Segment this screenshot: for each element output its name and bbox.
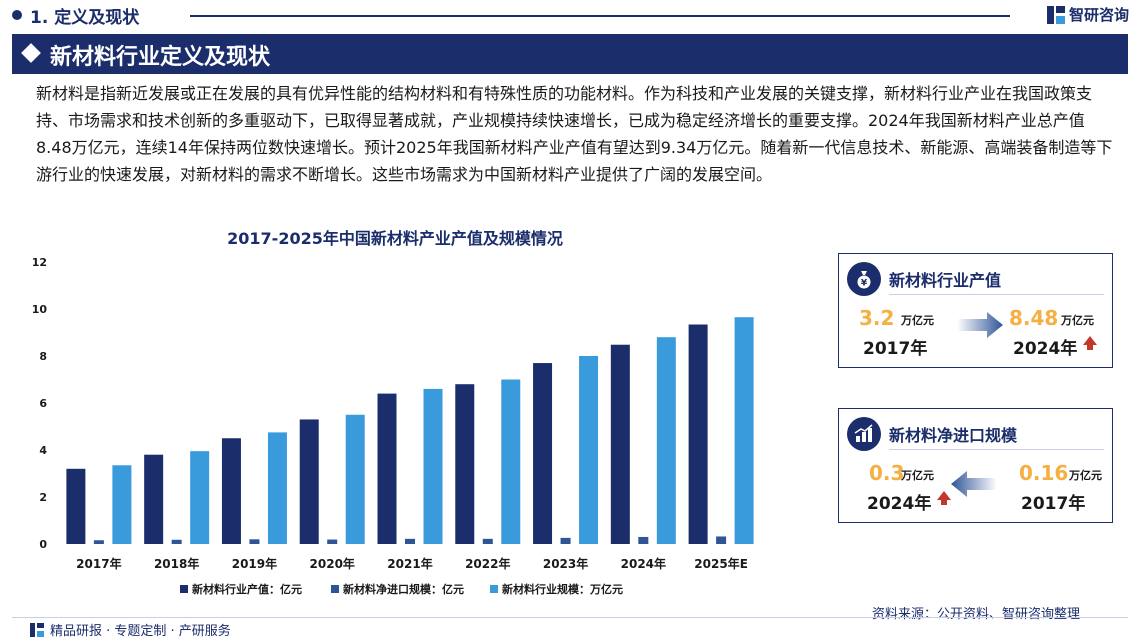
svg-text:¥: ¥	[861, 279, 868, 289]
money-bag-icon: ¥	[847, 262, 881, 296]
bar-3	[656, 337, 676, 544]
x-tick-label: 2023年	[543, 556, 588, 571]
up-arrow-icon	[937, 491, 951, 505]
imports-to-value: 0.3	[869, 461, 905, 485]
bar-2	[560, 537, 571, 544]
bar-3	[190, 451, 210, 544]
output-card: ¥ 新材料行业产值 3.2 万亿元 2017年 8.48 万亿元 2024年	[838, 253, 1113, 368]
brand-name: 智研咨询	[1068, 6, 1129, 24]
output-from-value: 3.2	[859, 306, 895, 330]
output-to-year: 2024年	[1013, 339, 1078, 359]
y-tick-label: 6	[39, 397, 47, 410]
bar-3	[267, 432, 287, 544]
brand-logo: 智研咨询	[1046, 4, 1129, 25]
legend-label: 新材料行业规模：万亿元	[502, 582, 623, 596]
bar-1	[144, 454, 164, 544]
bar-2	[482, 538, 493, 544]
y-tick-label: 4	[39, 444, 47, 457]
bar-1	[455, 384, 475, 544]
legend-swatch	[331, 585, 339, 593]
page-title: 新材料行业定义及现状	[50, 45, 271, 70]
section-title: 1. 定义及现状	[30, 8, 140, 28]
y-tick-label: 12	[32, 256, 47, 269]
x-tick-label: 2017年	[76, 556, 121, 571]
legend-label: 新材料净进口规模：亿元	[343, 582, 464, 596]
bar-2	[638, 536, 649, 544]
page-title-bar: 新材料行业定义及现状	[12, 34, 1128, 74]
output-from-unit: 万亿元	[901, 314, 934, 327]
imports-from-year: 2017年	[1021, 494, 1086, 514]
bar-2	[249, 539, 260, 544]
legend-label: 新材料行业产值：亿元	[192, 582, 302, 596]
intro-paragraph: 新材料是指新近发展或正在发展的具有优异性能的结构材料和有特殊性质的功能材料。作为…	[36, 84, 1113, 184]
footer-rule	[12, 617, 1128, 618]
arrow-left-icon	[951, 471, 997, 497]
bar-2	[327, 539, 338, 544]
footer-services: 精品研报 · 专题定制 · 产研服务	[30, 620, 231, 639]
footer-services-text: 精品研报 · 专题定制 · 产研服务	[50, 624, 231, 639]
header-rule	[190, 15, 1010, 17]
y-tick-label: 10	[32, 303, 48, 316]
bar-1	[533, 363, 553, 544]
bar-2	[93, 540, 104, 544]
bar-1	[610, 344, 630, 544]
bar-chart: 0 2 4 6 8 10 12 2017年 2018年 2019年 2020年 2021年 2022年 2…	[32, 256, 754, 596]
output-to-unit: 万亿元	[1061, 314, 1094, 327]
bar-3	[112, 465, 132, 544]
bar-3	[734, 317, 754, 544]
x-tick-label: 2024年	[621, 556, 666, 571]
bar-2	[716, 536, 727, 544]
imports-to-unit: 万亿元	[901, 469, 934, 482]
x-tick-label: 2019年	[232, 556, 277, 571]
top-header: 1. 定义及现状 智研咨询	[0, 0, 1139, 30]
output-to-value: 8.48	[1009, 306, 1059, 330]
source-note: 资料来源：公开资料、智研咨询整理	[872, 607, 1081, 622]
x-tick-label: 2020年	[310, 556, 355, 571]
brand-logo-icon	[30, 622, 44, 637]
bar-1	[221, 438, 241, 544]
up-arrow-icon	[1083, 336, 1097, 350]
imports-from-value: 0.16	[1019, 461, 1069, 485]
legend-swatch	[180, 585, 188, 593]
section-bullet	[12, 10, 22, 20]
output-from-year: 2017年	[863, 339, 928, 359]
imports-to-year: 2024年	[867, 494, 932, 514]
imports-card: 新材料净进口规模 0.3 万亿元 2024年 0.16 万亿元 2017年	[838, 408, 1113, 523]
bar-1	[299, 419, 319, 544]
bar-1	[377, 393, 397, 544]
bar-3	[345, 414, 365, 544]
x-tick-label: 2022年	[465, 556, 510, 571]
x-tick-label: 2018年	[154, 556, 199, 571]
diamond-icon	[21, 43, 41, 63]
bar-2	[171, 539, 182, 544]
bar-3	[423, 388, 443, 544]
bar-2	[405, 538, 415, 544]
y-tick-label: 8	[39, 350, 47, 363]
x-tick-label: 2025年E	[694, 556, 748, 571]
bar-1	[66, 468, 86, 544]
chart-title: 2017-2025年中国新材料产业产值及规模情况	[227, 229, 563, 248]
legend-swatch	[490, 585, 498, 593]
brand-logo-icon	[1046, 5, 1065, 24]
x-tick-label: 2021年	[387, 556, 432, 571]
imports-from-unit: 万亿元	[1069, 469, 1102, 482]
bar-3	[579, 356, 599, 544]
bar-chart-icon	[847, 417, 881, 451]
bar-1	[688, 324, 708, 544]
imports-card-label: 新材料净进口规模	[889, 426, 1018, 445]
arrow-right-icon	[957, 312, 1003, 338]
bar-3	[501, 379, 521, 544]
y-tick-label: 0	[39, 538, 47, 551]
output-card-label: 新材料行业产值	[889, 271, 1002, 290]
y-tick-label: 2	[39, 491, 47, 504]
